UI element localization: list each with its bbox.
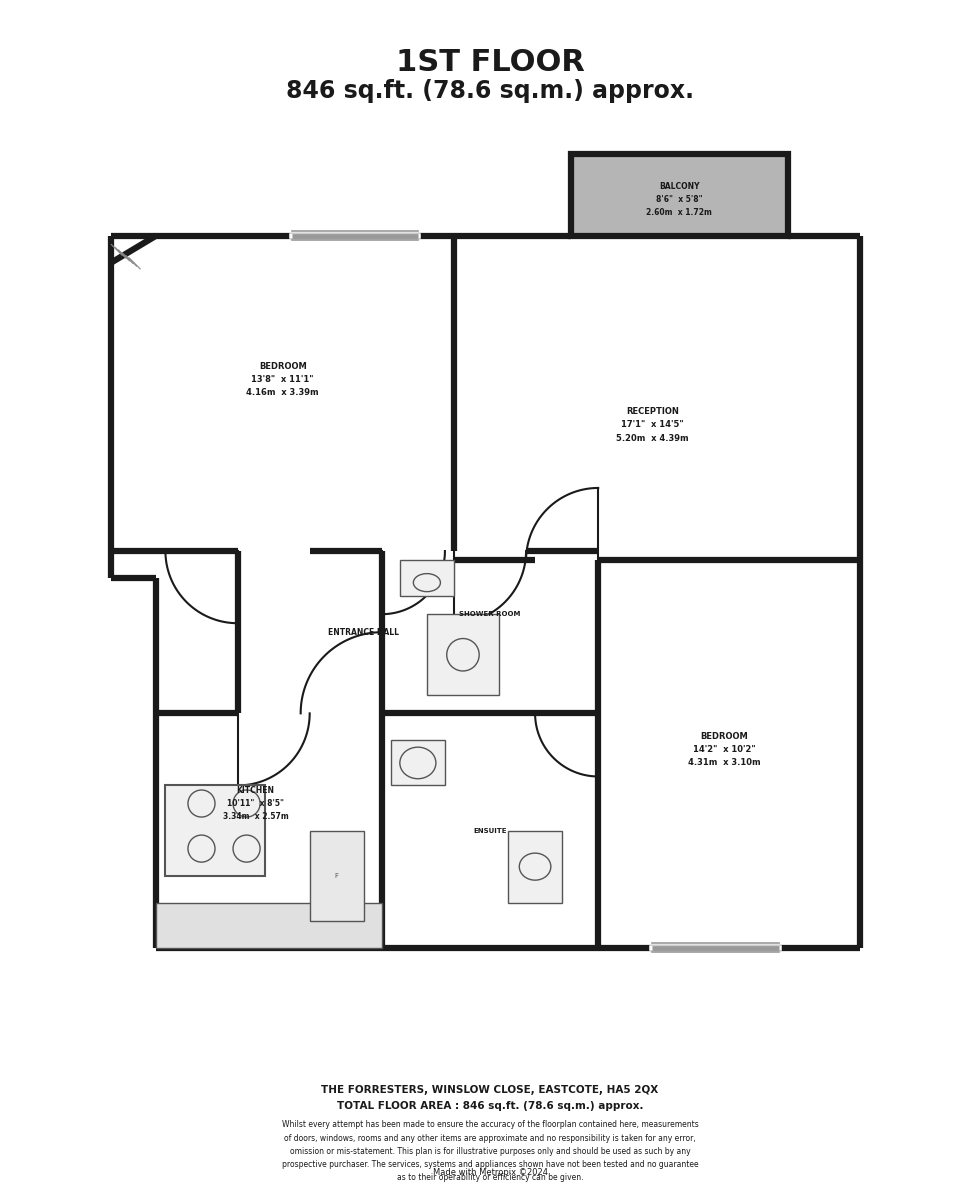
Text: TOTAL FLOOR AREA : 846 sq.ft. (78.6 sq.m.) approx.: TOTAL FLOOR AREA : 846 sq.ft. (78.6 sq.m… [337, 1101, 643, 1111]
Bar [598, 560, 859, 948]
Text: Whilst every attempt has been made to ensure the accuracy of the floorplan conta: Whilst every attempt has been made to en… [281, 1120, 699, 1182]
Text: ENSUITE: ENSUITE [473, 827, 507, 833]
Bar [571, 155, 788, 236]
Text: BEDROOM
14'2"  x 10'2"
4.31m  x 3.10m: BEDROOM 14'2" x 10'2" 4.31m x 3.10m [688, 732, 760, 768]
Bar [454, 236, 859, 560]
Text: KITCHEN
10'11"  x 8'5"
3.34m  x 2.57m: KITCHEN 10'11" x 8'5" 3.34m x 2.57m [222, 786, 288, 821]
Ellipse shape [519, 853, 551, 880]
Text: ENTRANCE HALL: ENTRANCE HALL [328, 628, 399, 637]
Text: BEDROOM
13'8"  x 11'1"
4.16m  x 3.39m: BEDROOM 13'8" x 11'1" 4.16m x 3.39m [246, 362, 318, 397]
Text: SHOWER ROOM: SHOWER ROOM [460, 611, 520, 617]
Bar [427, 614, 499, 695]
Bar [400, 560, 454, 596]
Text: F: F [335, 873, 339, 879]
Bar [157, 551, 598, 948]
Bar [391, 740, 445, 786]
Bar [157, 902, 382, 948]
Bar [166, 786, 265, 876]
Text: 1ST FLOOR: 1ST FLOOR [396, 48, 584, 76]
Text: BALCONY
8'6"  x 5'8"
2.60m  x 1.72m: BALCONY 8'6" x 5'8" 2.60m x 1.72m [647, 181, 712, 217]
Text: Made with Metropix ©2024: Made with Metropix ©2024 [432, 1168, 548, 1178]
Text: 846 sq.ft. (78.6 sq.m.) approx.: 846 sq.ft. (78.6 sq.m.) approx. [286, 79, 694, 103]
Ellipse shape [414, 573, 440, 591]
Bar [112, 236, 454, 551]
Text: RECEPTION
17'1"  x 14'5"
5.20m  x 4.39m: RECEPTION 17'1" x 14'5" 5.20m x 4.39m [616, 408, 689, 442]
Bar [310, 831, 364, 920]
Bar [508, 831, 563, 902]
Text: THE FORRESTERS, WINSLOW CLOSE, EASTCOTE, HA5 2QX: THE FORRESTERS, WINSLOW CLOSE, EASTCOTE,… [321, 1085, 659, 1094]
Ellipse shape [400, 747, 436, 778]
